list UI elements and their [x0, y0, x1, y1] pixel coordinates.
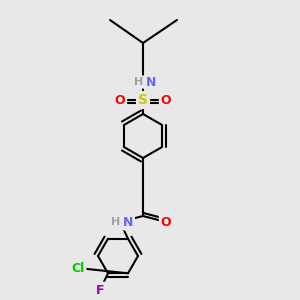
Text: O: O	[161, 94, 171, 106]
Text: O: O	[161, 215, 171, 229]
Text: O: O	[115, 94, 125, 106]
Text: N: N	[146, 76, 156, 88]
Text: F: F	[96, 284, 104, 296]
Text: H: H	[111, 217, 120, 227]
Text: Cl: Cl	[71, 262, 85, 275]
Text: S: S	[138, 93, 148, 107]
Text: H: H	[134, 77, 143, 87]
Text: N: N	[123, 215, 133, 229]
